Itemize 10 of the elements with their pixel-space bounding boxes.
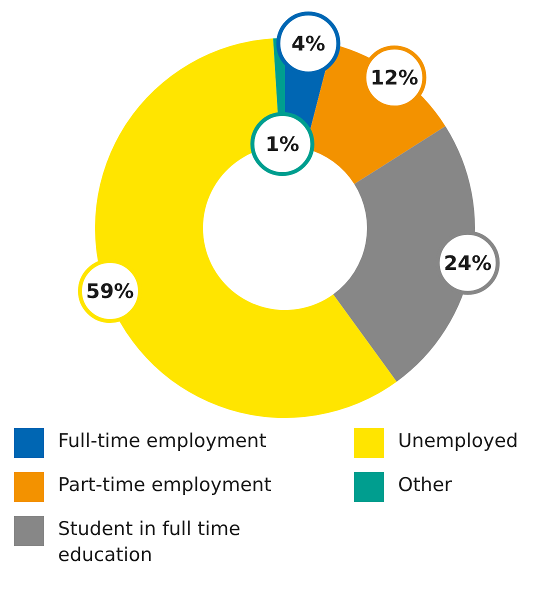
data-label: 24% [444, 250, 492, 275]
legend-label: Student in full time education [58, 517, 242, 568]
data-label: 12% [370, 66, 418, 90]
legend-label: Other [398, 473, 453, 498]
legend-label: Unemployed [398, 429, 520, 454]
data-label: 1% [265, 132, 300, 156]
legend-label: Part-time employment [58, 473, 272, 498]
data-label: 4% [291, 31, 326, 56]
data-label: 59% [86, 279, 134, 304]
legend-label: Full-time employment [58, 429, 268, 454]
